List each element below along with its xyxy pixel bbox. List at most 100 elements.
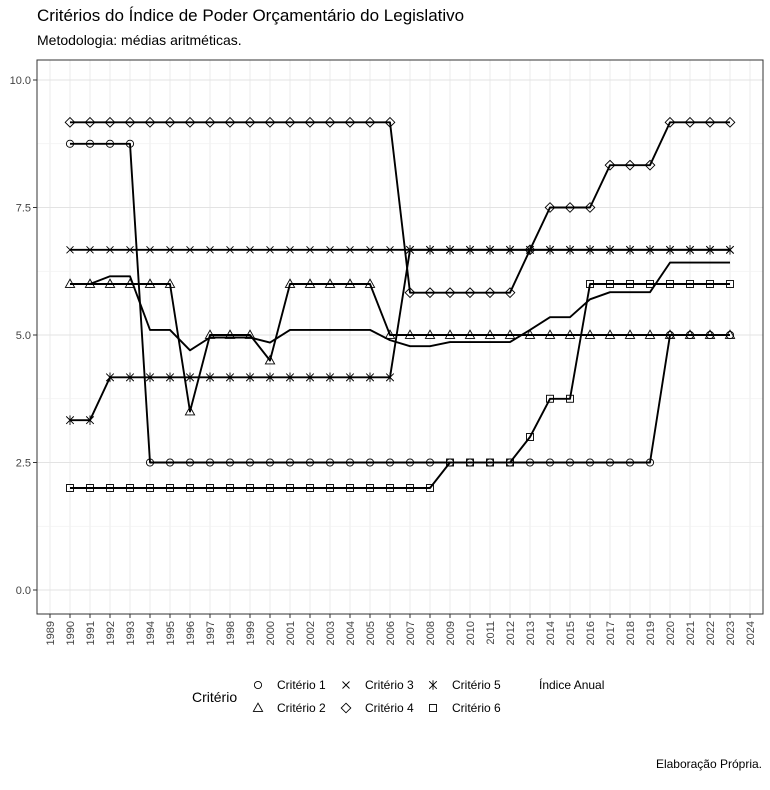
data-point-cross — [86, 246, 94, 254]
data-point-asterisk — [305, 372, 315, 383]
data-point-asterisk — [525, 245, 535, 255]
axis-labels: 0.0 2.5 5.0 7.5 10.0 1989 1990 1991 1992 1993 1994… — [10, 75, 757, 645]
x-tick-label: 2013 — [525, 621, 537, 645]
data-point-triangle — [344, 278, 356, 288]
data-point-triangle — [264, 354, 276, 365]
x-tick-label: 2023 — [725, 621, 737, 645]
plot-panel-border — [36, 59, 764, 615]
data-point-diamond — [64, 116, 76, 128]
x-tick-label: 2003 — [325, 621, 337, 645]
data-point-triangle — [164, 278, 176, 288]
data-point-asterisk — [705, 245, 715, 255]
x-tick-label: 2012 — [505, 621, 517, 645]
x-tick-label: 2008 — [425, 621, 437, 645]
data-point-square — [666, 280, 674, 288]
data-point-triangle — [604, 329, 616, 339]
data-point-cross — [126, 246, 134, 254]
x-tick-label: 1990 — [65, 621, 77, 645]
data-point-asterisk — [585, 245, 595, 255]
data-point-circle — [245, 458, 255, 467]
data-point-triangle — [304, 278, 316, 288]
data-point-asterisk — [485, 245, 495, 255]
x-tick-label: 2016 — [585, 621, 597, 645]
data-point-asterisk — [145, 372, 155, 383]
data-point-asterisk — [345, 372, 355, 383]
legend-title: Critério — [192, 689, 237, 705]
data-point-diamond — [164, 116, 176, 128]
data-point-asterisk — [105, 372, 115, 383]
data-point-asterisk — [445, 245, 455, 255]
data-point-square — [166, 484, 174, 492]
data-point-triangle — [564, 329, 576, 339]
data-point-circle — [365, 458, 375, 467]
legend-label: Critério 5 — [452, 678, 501, 692]
data-point-asterisk — [85, 415, 95, 425]
data-point-square — [186, 484, 194, 492]
data-point-diamond — [124, 116, 136, 128]
data-point-square — [646, 280, 654, 288]
data-point-diamond — [644, 159, 656, 171]
x-tick-label: 2005 — [365, 621, 377, 645]
data-point-asterisk — [385, 372, 395, 383]
data-point-square — [566, 394, 574, 403]
data-point-diamond — [404, 287, 416, 299]
x-tick-label: 2011 — [485, 621, 497, 645]
x-tick-label: 2015 — [565, 621, 577, 645]
data-point-triangle — [484, 329, 496, 339]
data-point-circle — [65, 139, 75, 148]
data-point-cross — [306, 246, 314, 254]
data-point-square — [306, 484, 314, 492]
legend-label: Índice Anual — [539, 677, 604, 692]
x-tick-label: 1999 — [245, 621, 257, 645]
data-point-triangle — [384, 329, 396, 339]
data-point-diamond — [144, 116, 156, 128]
data-point-triangle — [104, 278, 116, 288]
chart-title: Critérios do Índice de Poder Orçamentári… — [37, 6, 465, 25]
data-point-triangle — [184, 405, 196, 416]
data-point-asterisk — [125, 372, 135, 383]
y-tick-label: 5.0 — [16, 330, 31, 342]
legend-label: Critério 1 — [277, 678, 326, 692]
data-point-square — [506, 458, 514, 467]
data-point-triangle — [704, 329, 716, 339]
data-point-cross — [226, 246, 234, 254]
data-point-diamond — [204, 116, 216, 128]
data-point-circle — [525, 458, 535, 467]
data-point-triangle — [364, 278, 376, 288]
data-point-circle — [165, 458, 175, 467]
data-point-triangle — [144, 278, 156, 288]
data-point-triangle — [284, 278, 296, 288]
data-point-diamond — [544, 202, 556, 213]
data-point-diamond — [624, 159, 636, 171]
data-point-asterisk — [165, 372, 175, 383]
data-point-diamond — [364, 116, 376, 128]
data-point-triangle — [404, 329, 416, 339]
series-line-7 — [70, 261, 730, 352]
data-point-diamond — [464, 287, 476, 299]
data-point-triangle — [244, 329, 256, 339]
data-point-cross — [186, 246, 194, 254]
data-point-cross — [106, 246, 114, 254]
data-point-triangle — [464, 329, 476, 339]
data-point-circle — [545, 458, 555, 467]
data-point-square — [426, 484, 434, 492]
data-point-diamond — [584, 202, 596, 213]
data-point-triangle — [584, 329, 596, 339]
data-point-diamond — [304, 116, 316, 128]
data-point-diamond — [704, 116, 716, 128]
data-point-triangle — [424, 329, 436, 339]
legend-key-cross — [342, 681, 350, 689]
data-point-circle — [405, 458, 415, 467]
data-point-triangle — [664, 329, 676, 339]
legend-key-diamond — [340, 702, 352, 714]
data-point-circle — [185, 458, 195, 467]
x-tick-label: 2024 — [745, 621, 757, 645]
data-point-cross — [366, 246, 374, 254]
data-point-diamond — [684, 116, 696, 128]
data-point-triangle — [324, 278, 336, 288]
legend-label: Critério 3 — [365, 678, 414, 692]
data-point-triangle — [544, 329, 556, 339]
data-point-asterisk — [545, 245, 555, 255]
data-point-triangle — [524, 329, 536, 339]
data-point-cross — [246, 246, 254, 254]
